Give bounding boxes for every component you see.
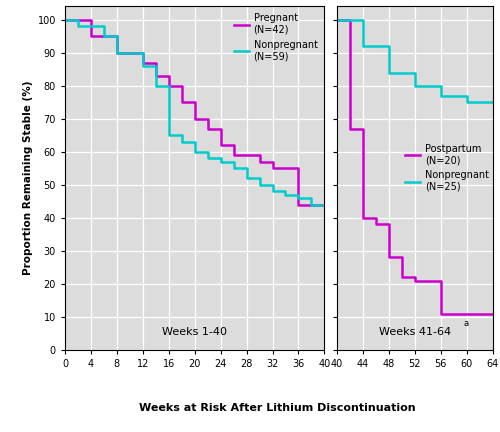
Legend: Pregnant
(N=42), Nonpregnant
(N=59): Pregnant (N=42), Nonpregnant (N=59) [232,11,320,64]
Text: Weeks at Risk After Lithium Discontinuation: Weeks at Risk After Lithium Discontinuat… [139,403,416,413]
Text: a: a [464,319,468,328]
Text: Weeks 1-40: Weeks 1-40 [162,327,227,337]
Text: Weeks 41-64: Weeks 41-64 [378,327,450,337]
Legend: Postpartum
(N=20), Nonpregnant
(N=25): Postpartum (N=20), Nonpregnant (N=25) [404,142,491,194]
Y-axis label: Proportion Remaining Stable (%): Proportion Remaining Stable (%) [24,81,34,276]
